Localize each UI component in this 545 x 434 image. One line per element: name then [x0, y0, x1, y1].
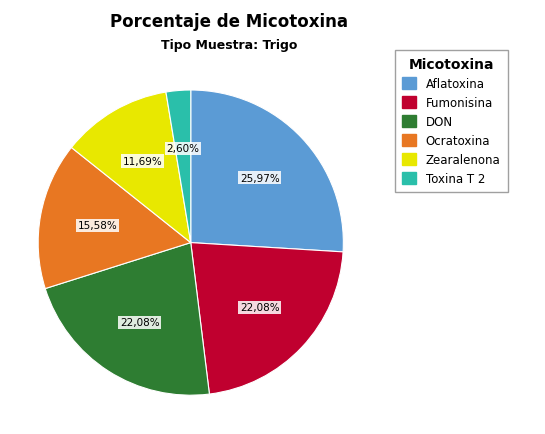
- Text: 22,08%: 22,08%: [240, 302, 280, 312]
- Wedge shape: [71, 93, 191, 243]
- Wedge shape: [38, 148, 191, 289]
- Text: Porcentaje de Micotoxina: Porcentaje de Micotoxina: [110, 13, 348, 31]
- Text: 11,69%: 11,69%: [123, 157, 163, 167]
- Wedge shape: [166, 91, 191, 243]
- Legend: Aflatoxina, Fumonisina, DON, Ocratoxina, Zearalenona, Toxina T 2: Aflatoxina, Fumonisina, DON, Ocratoxina,…: [395, 51, 507, 192]
- Text: Tipo Muestra: Trigo: Tipo Muestra: Trigo: [161, 39, 297, 52]
- Text: 2,60%: 2,60%: [167, 144, 199, 154]
- Text: 22,08%: 22,08%: [120, 317, 160, 327]
- Wedge shape: [191, 243, 343, 394]
- Text: 15,58%: 15,58%: [78, 221, 118, 231]
- Wedge shape: [191, 91, 343, 252]
- Wedge shape: [45, 243, 209, 395]
- Text: 25,97%: 25,97%: [240, 173, 280, 183]
